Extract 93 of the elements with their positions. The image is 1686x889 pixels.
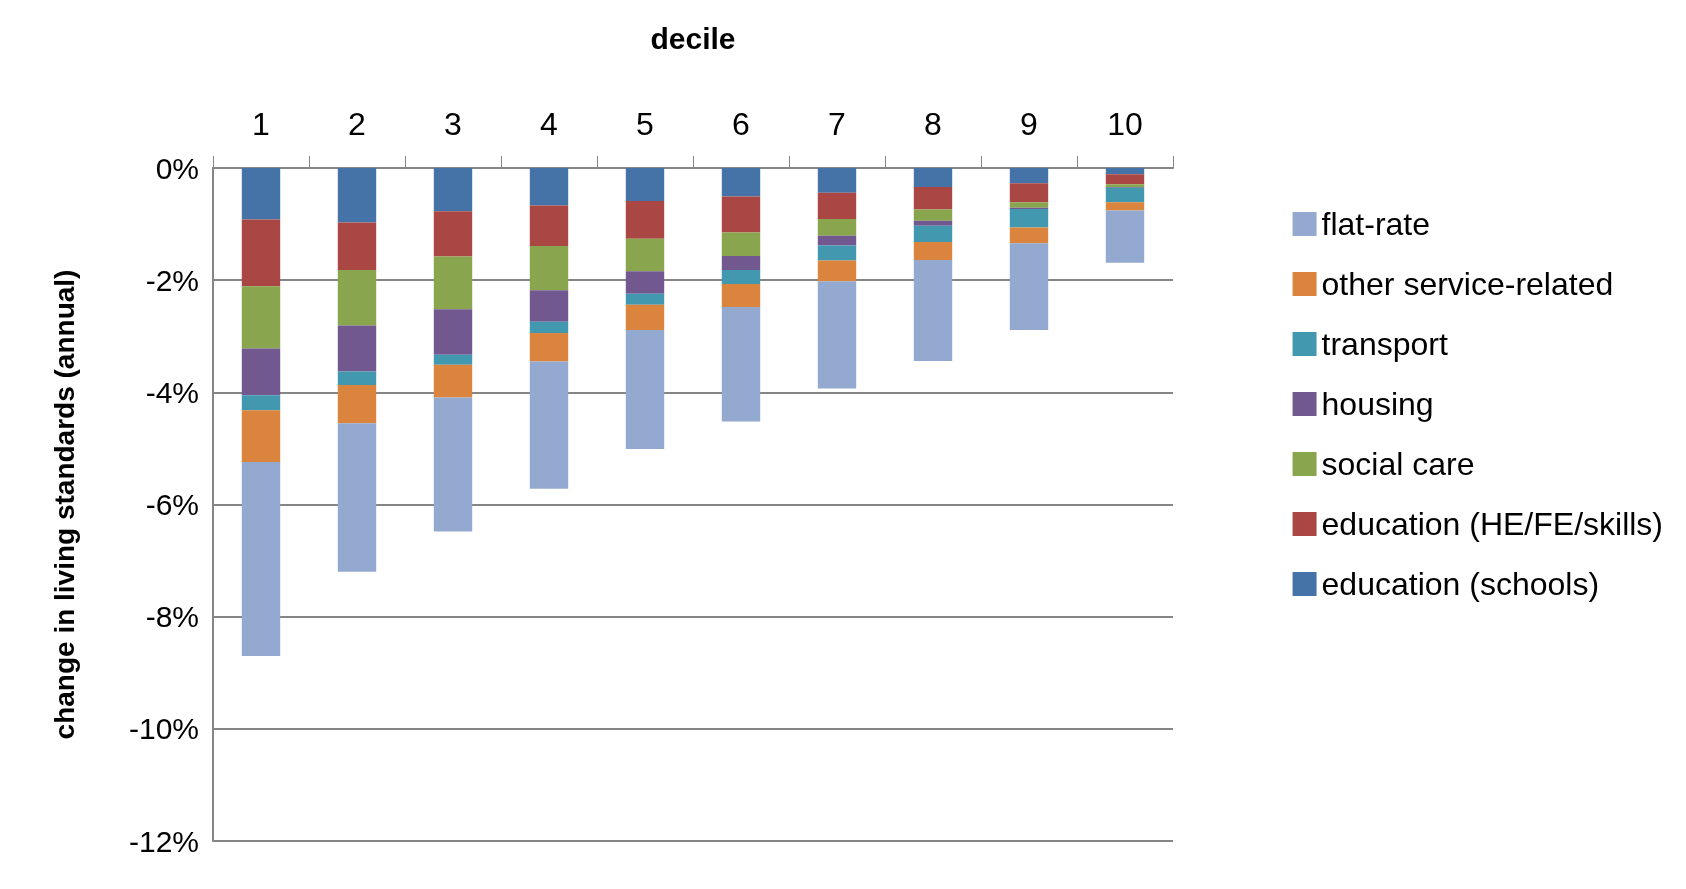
bar [1105, 187, 1145, 203]
x-tick-label: 8 [924, 106, 942, 142]
legend-label: other service-related [1321, 266, 1614, 302]
bar [1009, 227, 1049, 244]
bar [433, 397, 473, 532]
bar [625, 330, 665, 449]
bar [337, 385, 377, 424]
bar [817, 219, 857, 236]
bar [1009, 243, 1049, 331]
bar [817, 281, 857, 389]
x-tick-label: 3 [444, 106, 462, 142]
x-tick-label: 9 [1020, 106, 1038, 142]
bar [913, 225, 953, 243]
bar [241, 168, 281, 220]
y-tick-label: -4% [145, 375, 199, 409]
bar [817, 235, 857, 246]
legend-label: social care [1321, 446, 1475, 482]
x-tick-label: 10 [1107, 106, 1143, 142]
legend-label: transport [1321, 326, 1448, 362]
bar [337, 371, 377, 386]
x-tick-label: 4 [540, 106, 558, 142]
bar [337, 423, 377, 572]
bar [913, 259, 953, 361]
bar [817, 192, 857, 220]
bar [721, 232, 761, 257]
y-tick-label: -2% [145, 263, 199, 297]
bar [529, 332, 569, 362]
bar [625, 201, 665, 239]
bar [913, 242, 953, 260]
bar [625, 168, 665, 202]
bar [625, 304, 665, 331]
bar [721, 256, 761, 271]
x-axis-title: decile [650, 21, 736, 55]
bar [817, 168, 857, 193]
legend-label: education (HE/FE/skills) [1321, 506, 1663, 542]
bar [337, 325, 377, 372]
y-tick-label: 0% [155, 151, 199, 185]
bar [625, 271, 665, 294]
y-tick-label: -6% [145, 488, 199, 521]
bar [721, 307, 761, 422]
bar [721, 168, 761, 197]
bar [433, 309, 473, 355]
bar [1105, 202, 1145, 211]
bar [1009, 168, 1049, 184]
bar [1009, 183, 1049, 203]
bar [1105, 210, 1145, 263]
bar [721, 270, 761, 285]
x-tick-label: 2 [348, 106, 366, 142]
bar [337, 270, 377, 326]
x-tick-label: 5 [636, 106, 654, 142]
bar [1009, 208, 1049, 228]
y-tick-label: -8% [145, 600, 199, 634]
bar [913, 187, 953, 210]
bar [529, 245, 569, 291]
bar [241, 348, 281, 396]
bar [913, 209, 953, 221]
bar [241, 395, 281, 411]
y-axis-title: change in living standards (annual) [48, 269, 80, 740]
bar [337, 222, 377, 271]
bar [721, 196, 761, 233]
x-tick-label: 7 [828, 106, 846, 142]
bar [241, 410, 281, 462]
bar [1009, 202, 1049, 208]
y-tick-label: -10% [128, 712, 199, 746]
bar [433, 211, 473, 257]
x-tick-label: 1 [252, 106, 270, 142]
bar [529, 168, 569, 206]
legend-label: flat-rate [1321, 206, 1431, 242]
bar [433, 354, 473, 365]
bar [817, 245, 857, 261]
bar [241, 461, 281, 656]
bar [433, 364, 473, 398]
bar [913, 220, 953, 226]
bar [625, 238, 665, 272]
legend-label: housing [1321, 386, 1434, 422]
bar [529, 321, 569, 333]
legend-label: education (schools) [1321, 566, 1600, 602]
bar [625, 293, 665, 305]
bar [529, 205, 569, 246]
bar [913, 168, 953, 188]
bar [241, 286, 281, 349]
x-tick-label: 6 [732, 106, 750, 142]
bar [1105, 168, 1145, 175]
bar [337, 168, 377, 223]
bar [721, 284, 761, 308]
bar [529, 290, 569, 322]
bar [433, 256, 473, 310]
bar [817, 260, 857, 282]
bar [433, 168, 473, 212]
bar [241, 219, 281, 287]
bar [1105, 174, 1145, 185]
bar [529, 361, 569, 489]
y-tick-label: -12% [128, 824, 199, 858]
